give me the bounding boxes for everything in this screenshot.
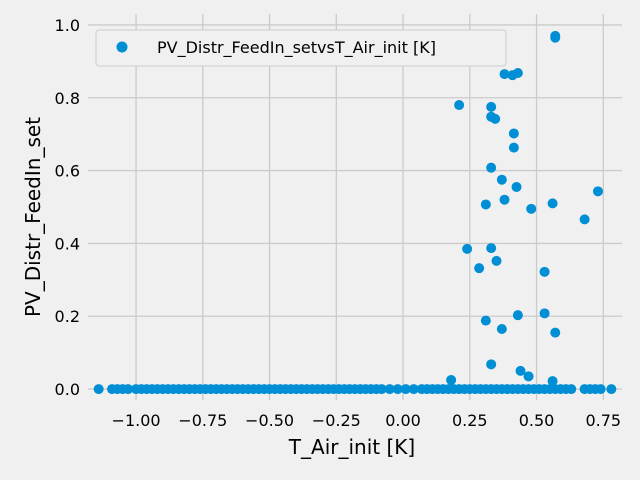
data-point	[508, 128, 519, 139]
data-point	[511, 181, 522, 192]
data-point	[547, 376, 558, 387]
x-tick-label: −0.25	[312, 411, 361, 430]
y-tick-label: 0.4	[55, 234, 80, 253]
y-tick-label: 1.0	[55, 16, 80, 35]
x-tick-labels: −1.00 −0.75 −0.50 −0.25 0.00 0.25 0.50 0.75	[112, 411, 622, 430]
data-point	[491, 255, 502, 266]
data-point	[123, 384, 134, 395]
legend-marker	[116, 41, 128, 53]
data-point	[490, 113, 501, 124]
data-point	[579, 214, 590, 225]
x-tick-label: 0.25	[452, 411, 488, 430]
data-point	[384, 384, 395, 395]
y-tick-labels: 0.0 0.2 0.4 0.6 0.8 1.0	[55, 16, 80, 399]
x-tick-label: 0.00	[385, 411, 421, 430]
y-tick-label: 0.0	[55, 380, 80, 399]
data-point	[526, 203, 537, 214]
data-point	[508, 142, 519, 153]
data-point	[480, 315, 491, 326]
data-point	[550, 32, 561, 43]
data-point	[480, 199, 491, 210]
data-point	[486, 359, 497, 370]
grid-lines	[88, 14, 622, 400]
x-tick-label: 0.75	[585, 411, 621, 430]
data-point	[539, 308, 550, 319]
data-point	[474, 263, 485, 274]
data-point	[400, 384, 411, 395]
data-point	[486, 162, 497, 173]
data-point	[523, 371, 534, 382]
data-point	[454, 100, 465, 111]
data-point	[512, 310, 523, 321]
data-point	[446, 374, 457, 385]
y-tick-label: 0.6	[55, 162, 80, 181]
data-point	[93, 384, 104, 395]
data-point	[499, 194, 510, 205]
data-point	[547, 198, 558, 209]
data-point	[592, 186, 603, 197]
data-point	[486, 243, 497, 254]
data-point	[496, 174, 507, 185]
data-point	[515, 365, 526, 376]
data-point	[408, 384, 419, 395]
data-point	[496, 323, 507, 334]
data-point	[539, 266, 550, 277]
x-tick-label: −0.75	[178, 411, 227, 430]
legend-box	[95, 29, 507, 67]
data-point	[606, 384, 617, 395]
legend-entry-label: PV_Distr_FeedIn_setvsT_Air_init [K]	[157, 38, 436, 58]
data-point	[595, 384, 606, 395]
x-tick-label: 0.50	[519, 411, 555, 430]
data-point	[550, 327, 561, 338]
data-point	[392, 384, 403, 395]
data-point	[512, 67, 523, 78]
data-point	[462, 243, 473, 254]
plot-area	[88, 14, 622, 400]
data-point	[566, 384, 577, 395]
y-axis-label: PV_Distr_FeedIn_set	[21, 117, 45, 317]
x-tick-label: −0.50	[245, 411, 294, 430]
legend: PV_Distr_FeedIn_setvsT_Air_init [K]	[95, 29, 507, 67]
x-tick-label: −1.00	[112, 411, 161, 430]
y-tick-label: 0.2	[55, 307, 80, 326]
x-axis-label: T_Air_init [K]	[288, 435, 415, 459]
y-tick-label: 0.8	[55, 89, 80, 108]
data-point	[376, 384, 387, 395]
data-point	[499, 69, 510, 80]
data-points	[93, 30, 617, 395]
data-point	[486, 101, 497, 112]
